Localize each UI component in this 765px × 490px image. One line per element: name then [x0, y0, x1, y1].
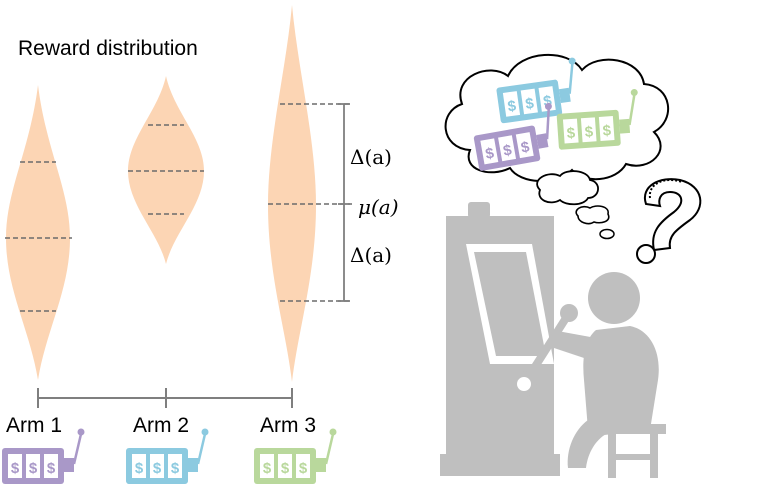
svg-text:$: $: [602, 122, 612, 140]
svg-text:$: $: [524, 95, 535, 113]
chart-title: Reward distribution: [18, 37, 198, 60]
distribution-arm-2: [128, 76, 204, 264]
slot-machine-icon-cloud-blue: $ $ $: [492, 55, 585, 125]
slot-machine-icon-cloud-green: $ $ $: [553, 87, 643, 152]
svg-text:$: $: [29, 460, 38, 477]
reward-distributions: [5, 5, 352, 382]
mean-label: μ(a): [358, 195, 399, 219]
slot-machine-icon-large: [440, 202, 560, 476]
delta-upper-label: Δ(a): [350, 145, 392, 169]
person-icon: [548, 272, 666, 478]
svg-text:$: $: [520, 138, 532, 156]
slot-machine-icon-arm-2: $ $ $: [124, 427, 210, 486]
svg-text:$: $: [171, 460, 180, 477]
svg-text:$: $: [542, 92, 553, 110]
slot-machine-icon-arm-3: $ $ $: [252, 427, 338, 486]
svg-text:$: $: [584, 123, 594, 141]
svg-text:$: $: [507, 97, 518, 115]
svg-text:$: $: [484, 145, 496, 163]
svg-text:$: $: [11, 460, 20, 477]
svg-text:$: $: [502, 141, 514, 159]
question-mark-icon: [636, 178, 702, 264]
svg-text:$: $: [153, 460, 162, 477]
svg-text:$: $: [281, 460, 290, 477]
distribution-arm-1: [6, 85, 70, 380]
svg-text:$: $: [263, 460, 272, 477]
slot-machine-icon-arm-1: $ $ $: [0, 427, 86, 486]
delta-bracket: [338, 103, 350, 302]
distribution-arm-3: [268, 5, 316, 382]
svg-text:$: $: [566, 125, 576, 143]
arms-axis: [37, 388, 293, 408]
arm-2-label: Arm 2: [133, 414, 189, 437]
arm-3-label: Arm 3: [260, 414, 316, 437]
svg-text:$: $: [135, 460, 144, 477]
svg-text:$: $: [299, 460, 308, 477]
delta-lower-label: Δ(a): [350, 243, 392, 267]
arm-1-label: Arm 1: [6, 414, 62, 437]
slot-machine-icon-cloud-purple: $ $ $: [468, 101, 563, 173]
svg-text:$: $: [47, 460, 56, 477]
lever-icon: [511, 304, 578, 397]
